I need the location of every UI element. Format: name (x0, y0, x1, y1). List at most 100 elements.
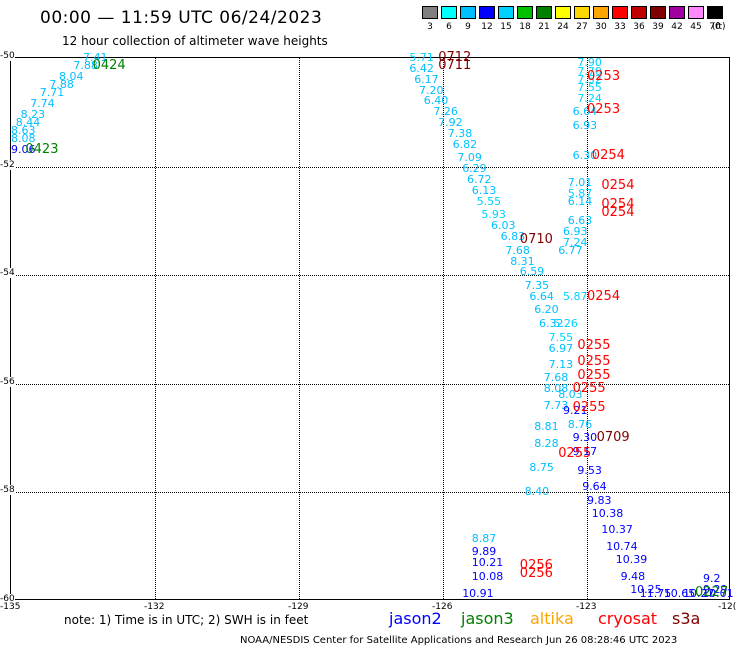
pass-time-label: 0424 (92, 58, 126, 74)
wave-height-value: 9.48 (620, 569, 646, 583)
wave-height-value: 10.01 (702, 587, 734, 600)
wave-height-value: 6.03 (491, 219, 516, 233)
scale-swatch (631, 6, 647, 19)
longitude-label: -135 (0, 602, 21, 612)
wave-height-value: 8.44 (15, 116, 41, 130)
longitude-label: -126 (432, 602, 453, 612)
longitude-gridline (299, 58, 300, 599)
scale-swatch (688, 6, 704, 19)
wave-height-value: 8.28 (534, 436, 559, 450)
scale-tick-label: 12 (481, 22, 493, 32)
scale-tick-label: 42 (671, 22, 683, 32)
footnote: note: 1) Time is in UTC; 2) SWH is in fe… (64, 613, 309, 627)
map-plot: 7.41 7.88 8.04 7.88 7.71 7.74 8.23 8.44 8.63 8.08… (10, 50, 734, 600)
scale-swatch (441, 6, 457, 19)
legend-entry-s3a: s3a (672, 609, 701, 628)
scale-tick-label: 3 (427, 22, 433, 32)
latitude-label: -54 (0, 268, 15, 279)
wave-height-value: 5.93 (481, 208, 506, 222)
wave-height-value: 5.87 (567, 186, 593, 200)
wave-height-value: 7.13 (548, 357, 574, 371)
map-title: 00:00 — 11:59 UTC 06/24/2023 (40, 8, 323, 28)
wave-height-value: 9.83 (587, 493, 612, 507)
pass-time-label: 0253 (587, 101, 621, 117)
wave-height-value: 10.08 (471, 569, 504, 583)
latitude-gridline (11, 383, 729, 385)
wave-height-value: 7.74 (30, 97, 55, 111)
pass-time-label: 0423 (25, 142, 59, 158)
wave-height-value: 7.26 (433, 105, 458, 119)
scale-swatch (574, 6, 590, 19)
scale-swatch (650, 6, 666, 19)
wave-height-value: 8.08 (543, 382, 569, 396)
latitude-gridline (11, 492, 729, 494)
wave-height-value: 7.68 (543, 371, 569, 385)
wave-height-value: 8.03 (558, 387, 583, 401)
scale-swatch (498, 6, 514, 19)
scale-tick-label: 39 (652, 22, 664, 32)
wave-height-value: 6.83 (500, 230, 526, 244)
longitude-label: -129 (288, 602, 309, 612)
wave-height-value: 6.93 (572, 118, 598, 132)
wave-height-value: 6.64 (572, 105, 598, 119)
wave-height-value: 7.68 (505, 243, 530, 257)
pass-time-label: 0255 (572, 400, 606, 416)
longitude-gridline (587, 58, 588, 599)
wave-height-value: 9.53 (577, 463, 602, 477)
wave-height-value: 7.55 (577, 80, 602, 94)
pass-time-label: 0227 (695, 585, 729, 600)
latitude-label: -60 (0, 594, 15, 604)
wave-height-value: 6.93 (563, 224, 588, 238)
scale-tick-label: 21 (538, 22, 550, 32)
pass-time-label: 0255 (577, 337, 611, 353)
wave-height-value: 9.17 (572, 444, 598, 458)
wave-height-value: 6.72 (467, 173, 492, 187)
wave-height-value: 7.52 (577, 72, 602, 86)
wave-height-value: 10.25 (630, 583, 662, 597)
pass-time-label: 0254 (591, 147, 625, 163)
pass-time-label: 0253 (587, 69, 621, 84)
longitude-gridline (443, 58, 444, 599)
wave-height-value: 9.06 (11, 143, 36, 157)
pass-time-label: 0255 (558, 446, 592, 462)
latitude-gridline (11, 275, 729, 277)
pass-time-label: 0254 (601, 196, 635, 212)
wave-height-value: 7.73 (543, 398, 569, 412)
wave-height-value: 6.77 (558, 243, 583, 257)
wave-height-value: 5.71 (409, 51, 434, 64)
scale-swatch (612, 6, 628, 19)
scale-tick-label: 33 (614, 22, 626, 32)
wave-height-value: 7.55 (548, 330, 574, 344)
scale-tick-label: 45 (690, 22, 702, 32)
scale-swatch (460, 6, 476, 19)
legend-entry-altika: altika (530, 609, 574, 628)
wave-height-value: 6.97 (548, 341, 574, 355)
wave-height-value: 9.2 (703, 572, 721, 586)
wave-height-value: 6.14 (567, 194, 593, 208)
wave-height-value: 9.64 (582, 479, 607, 493)
wave-height-value: 5.87 (563, 289, 588, 303)
wave-height-value: 7.92 (438, 116, 463, 130)
latitude-label: -58 (0, 485, 15, 496)
scale-tick-label: 15 (500, 22, 512, 32)
wave-height-value: 6.40 (423, 94, 449, 108)
wave-height-value: 10.37 (601, 523, 633, 537)
pass-time-label: 0254 (601, 204, 635, 220)
wave-height-value: 5.26 (553, 317, 578, 331)
longitude-label: -123 (576, 602, 597, 612)
pass-time-label: 0255 (572, 381, 606, 397)
scale-tick-label: 18 (519, 22, 531, 32)
wave-height-value: 10.21 (471, 555, 504, 569)
scale-unit: (ft) (712, 22, 726, 32)
latitude-label: -52 (0, 159, 15, 170)
wave-height-value: 8.87 (471, 531, 497, 545)
scale-swatch (555, 6, 571, 19)
wave-height-value: 6.63 (567, 213, 593, 227)
pass-time-label: 0712 (438, 50, 472, 65)
scale-swatch (422, 6, 438, 19)
wave-height-value: 10.74 (606, 539, 638, 553)
pass-time-label: 0254 (587, 288, 621, 304)
pass-time-label: 0709 (596, 430, 630, 446)
map-subtitle: 12 hour collection of altimeter wave hei… (62, 34, 328, 48)
wave-height-value: 10.65 (663, 587, 696, 600)
